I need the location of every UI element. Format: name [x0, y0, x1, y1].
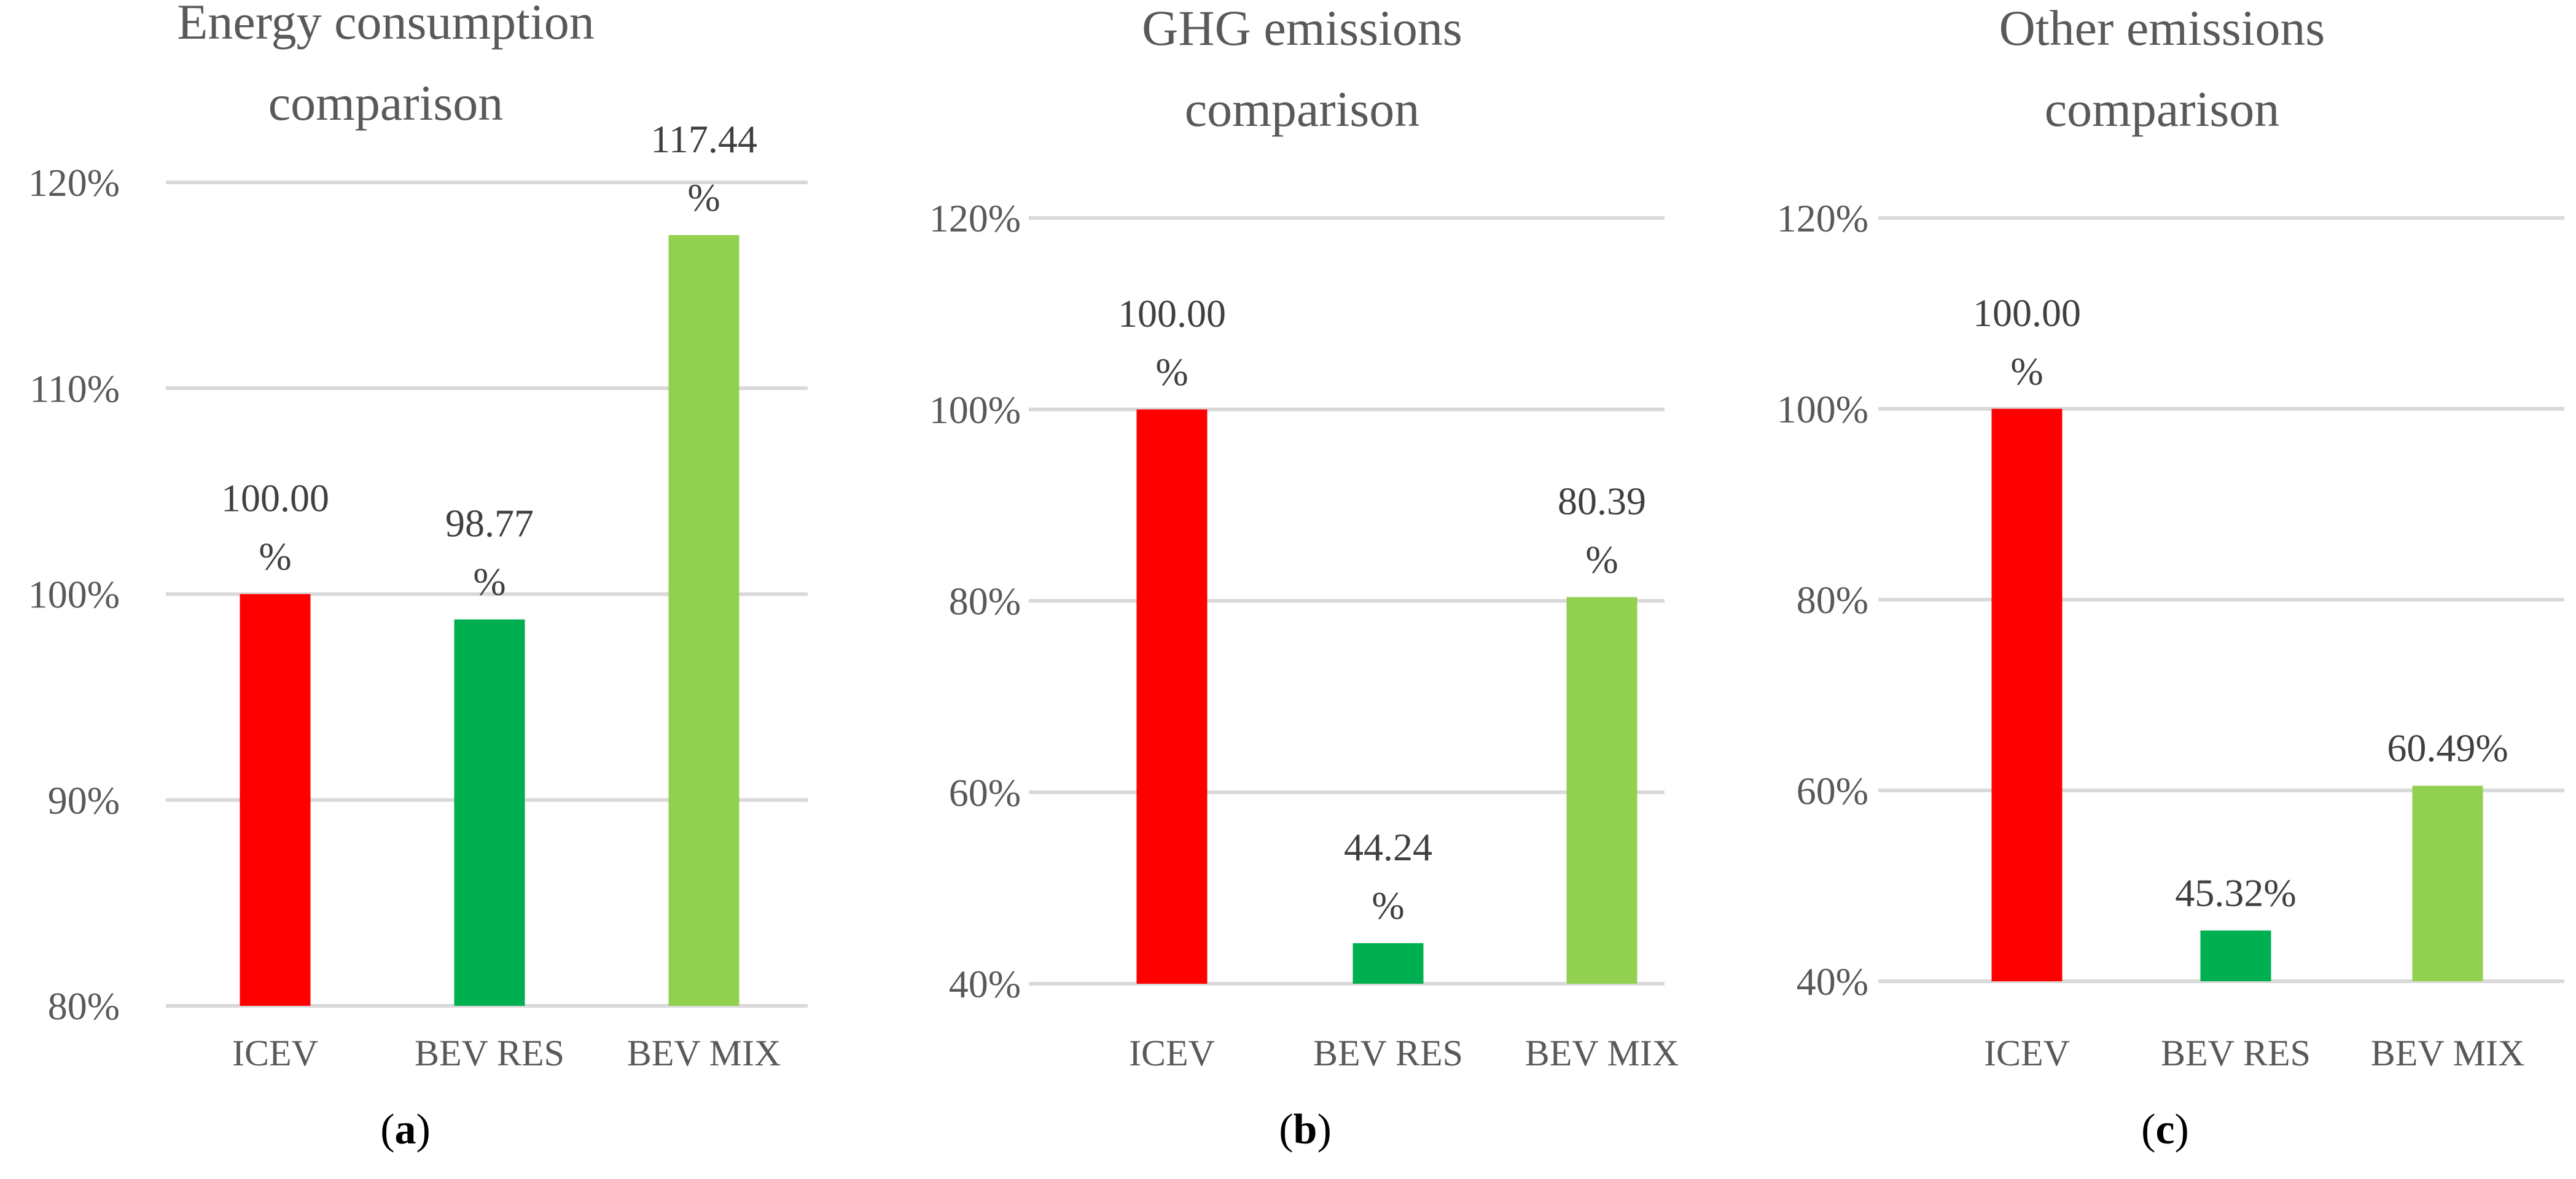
- chart-title-line: comparison: [1185, 81, 1420, 137]
- data-label: 98.77: [445, 502, 534, 545]
- data-label: %: [1372, 884, 1404, 927]
- chart-title-line: comparison: [268, 75, 504, 131]
- data-label: %: [473, 560, 505, 604]
- data-label: %: [259, 535, 291, 578]
- y-tick-label: 40%: [1797, 960, 1868, 1003]
- data-label: 60.49%: [2387, 726, 2508, 770]
- x-category-label: ICEV: [1129, 1033, 1215, 1073]
- y-tick-label: 120%: [1777, 196, 1868, 240]
- y-tick-label: 120%: [929, 196, 1021, 240]
- y-tick-label: 40%: [949, 962, 1021, 1006]
- x-category-label: ICEV: [1984, 1033, 2070, 1073]
- bar-bev-res: [2200, 930, 2271, 981]
- data-label: 45.32%: [2175, 871, 2296, 914]
- x-category-label: BEV MIX: [1525, 1033, 1679, 1073]
- y-tick-label: 60%: [1797, 769, 1868, 812]
- bar-bev-res: [454, 619, 525, 1006]
- y-tick-label: 110%: [29, 367, 120, 410]
- x-category-label: BEV MIX: [2371, 1033, 2525, 1073]
- data-label: 80.39: [1558, 479, 1646, 523]
- x-category-label: BEV RES: [2161, 1033, 2311, 1073]
- chart-title-line: Other emissions: [1999, 0, 2325, 56]
- chart-title-line: comparison: [2045, 81, 2280, 137]
- panel-label: (b): [1279, 1106, 1332, 1153]
- y-tick-label: 100%: [929, 388, 1021, 432]
- y-tick-label: 60%: [949, 771, 1021, 814]
- bar-bev-mix: [1566, 597, 1637, 984]
- bar-bev-res: [1352, 943, 1424, 984]
- y-tick-label: 80%: [48, 984, 120, 1028]
- panel-letter: c: [2155, 1106, 2174, 1153]
- x-category-label: BEV MIX: [627, 1033, 781, 1073]
- x-category-label: BEV RES: [415, 1033, 564, 1073]
- panel-label: (c): [2141, 1106, 2189, 1153]
- bar-bev-mix: [668, 235, 740, 1006]
- data-label: %: [1585, 537, 1618, 581]
- y-tick-label: 80%: [1797, 578, 1868, 622]
- chart-panel-a: Energy consumption comparison 80% 90% 100% 11…: [28, 0, 808, 1153]
- data-label: %: [687, 176, 720, 219]
- y-tick-label: 100%: [1777, 387, 1868, 431]
- y-tick-label: 90%: [48, 779, 120, 822]
- chart-title-line: Energy consumption: [177, 0, 594, 50]
- panel-letter: a: [395, 1106, 416, 1153]
- data-label: 44.24: [1344, 825, 1432, 869]
- y-tick-label: 80%: [949, 580, 1021, 623]
- y-tick-label: 100%: [28, 573, 120, 617]
- panel-letter: b: [1294, 1106, 1317, 1153]
- panel-label: (a): [380, 1106, 431, 1153]
- x-category-label: BEV RES: [1313, 1033, 1463, 1073]
- bar-icev: [1136, 409, 1208, 984]
- chart-title-line: GHG emissions: [1142, 0, 1462, 56]
- bar-icev: [240, 594, 311, 1006]
- data-label: 100.00: [1973, 291, 2081, 335]
- data-label: 100.00: [221, 477, 329, 520]
- chart-panel-b: GHG emissions comparison 40% 60% 80% 100% 120%…: [929, 0, 1679, 1153]
- chart-panel-c: Other emissions comparison 40% 60% 80% 100% 12…: [1777, 0, 2564, 1153]
- bar-bev-mix: [2412, 785, 2483, 981]
- data-label: %: [1155, 350, 1188, 394]
- x-category-label: ICEV: [232, 1033, 318, 1073]
- data-label: %: [2010, 349, 2043, 393]
- bar-icev: [1991, 408, 2063, 981]
- data-label: 117.44: [650, 117, 757, 161]
- y-tick-label: 120%: [28, 161, 120, 204]
- data-label: 100.00: [1118, 292, 1226, 335]
